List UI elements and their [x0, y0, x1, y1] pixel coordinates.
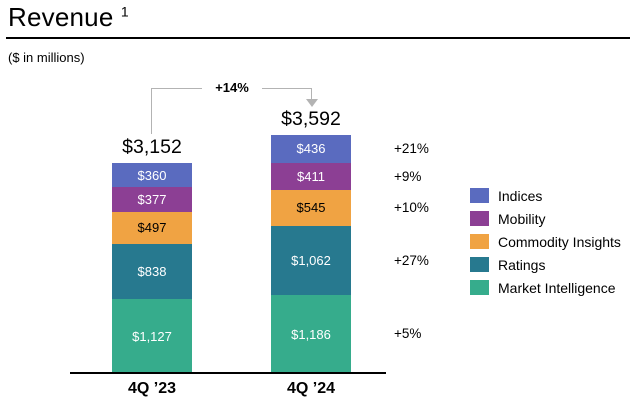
stacked-bar-4q-23: $360 $377 $497 $838 $1,127 — [112, 163, 192, 373]
x-axis-label-4q-24: 4Q ’24 — [286, 380, 336, 397]
legend-label-market-intelligence: Market Intelligence — [498, 279, 616, 296]
legend-swatch-market-intelligence — [470, 280, 489, 295]
bar-segment-mobility: $411 — [271, 163, 351, 191]
legend-label-mobility: Mobility — [498, 210, 546, 227]
footnote-marker: 1 — [120, 3, 129, 20]
legend-item-mobility: Mobility — [470, 207, 621, 230]
pct-change-ratings: +27% — [394, 252, 429, 268]
title-divider — [6, 37, 630, 39]
total-change-label: +14% — [202, 80, 262, 95]
x-axis-label-4q-23: 4Q ’23 — [127, 380, 177, 397]
bar-segment-market-intelligence: $1,127 — [112, 299, 192, 373]
bar-segment-indices: $360 — [112, 163, 192, 188]
bar-segment-commodity-insights: $497 — [112, 211, 192, 245]
x-axis-line — [70, 372, 386, 374]
connector-line-left — [151, 88, 152, 134]
legend-item-indices: Indices — [470, 184, 621, 207]
legend-item-ratings: Ratings — [470, 253, 621, 276]
connector-line-right — [311, 88, 312, 99]
pct-change-commodity-insights: +10% — [394, 199, 429, 215]
bar-total-4q-24: $3,592 — [281, 107, 341, 130]
page-title: Revenue 1 — [8, 2, 129, 33]
pct-change-market-intelligence: +5% — [394, 326, 422, 342]
legend-item-market-intelligence: Market Intelligence — [470, 276, 621, 299]
legend-label-ratings: Ratings — [498, 256, 546, 273]
bar-total-4q-23: $3,152 — [122, 136, 182, 159]
legend-label-commodity-insights: Commodity Insights — [498, 233, 621, 250]
page-title-text: Revenue — [8, 2, 114, 32]
bar-segment-ratings: $838 — [112, 244, 192, 300]
bar-segment-commodity-insights: $545 — [271, 190, 351, 226]
legend-swatch-commodity-insights — [470, 234, 489, 249]
legend-item-commodity-insights: Commodity Insights — [470, 230, 621, 253]
legend: Indices Mobility Commodity Insights Ratings… — [470, 184, 621, 299]
bar-segment-indices: $436 — [271, 134, 351, 164]
pct-change-mobility: +9% — [394, 168, 422, 184]
units-subtitle: ($ in millions) — [8, 50, 85, 65]
arrow-down-icon — [306, 99, 318, 107]
pct-change-indices: +21% — [394, 140, 429, 156]
legend-label-indices: Indices — [498, 187, 543, 204]
bar-segment-market-intelligence: $1,186 — [271, 295, 351, 373]
legend-swatch-ratings — [470, 257, 489, 272]
legend-swatch-indices — [470, 188, 489, 203]
stacked-bar-4q-24: $436 $411 $545 $1,062 $1,186 — [271, 134, 351, 373]
bar-segment-ratings: $1,062 — [271, 225, 351, 296]
legend-swatch-mobility — [470, 211, 489, 226]
bar-segment-mobility: $377 — [112, 187, 192, 212]
